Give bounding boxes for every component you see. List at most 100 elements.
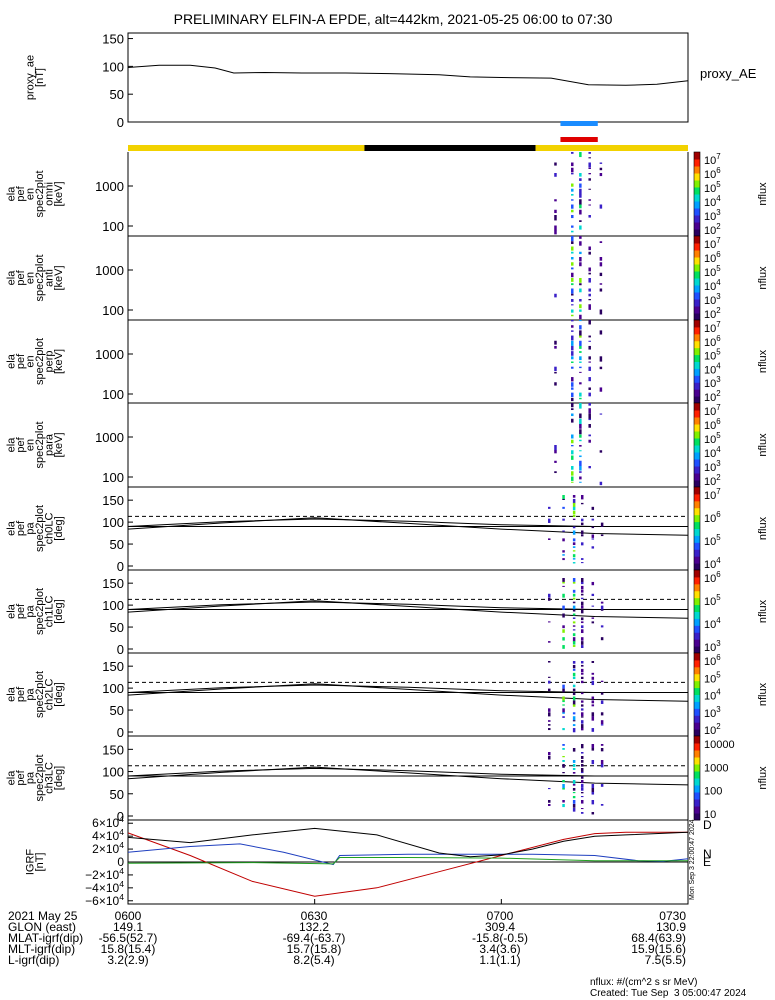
- panel-en_para-pixel: [579, 476, 582, 480]
- panel-en_omni-colorbar-tick: 103: [704, 208, 721, 223]
- panel-en_omni-pixel: [554, 162, 557, 166]
- panel-pa_ch2-pixel: [548, 688, 551, 692]
- panel-en_perp-pixel: [571, 356, 574, 360]
- panel-pa_ch3-pixel: [591, 744, 595, 749]
- panel-pa_ch3-pixel: [562, 744, 565, 746]
- panel-pa_ch2-antilosscone: [127, 684, 688, 693]
- panel-pa_ch1-colorbar-swatch: [694, 576, 700, 585]
- panel-pa_ch1-pixel: [591, 621, 595, 624]
- panel-pa_ch0-colorbar-swatch: [694, 507, 700, 516]
- panel-pa_ch3-pixel: [572, 764, 576, 767]
- panel-en_para-pixel: [579, 460, 582, 467]
- panel-en_para-pixel: [571, 481, 574, 483]
- panel-pa_ch3-colorbar-swatch: [694, 813, 700, 821]
- ephemeris-value: -69.4(-63.7): [282, 931, 346, 945]
- panel-pa_ch2-colorbar-tick: 105: [704, 670, 721, 685]
- panel-en_perp-pixel: [579, 366, 582, 369]
- panel-en_perp-pixel: [579, 330, 582, 336]
- panel-pa_ch0-pixel: [562, 498, 565, 500]
- proxy-ae-frame: [127, 32, 689, 123]
- panel-en_omni-pixel: [579, 199, 582, 205]
- panel-pa_ch2-pixel: [580, 716, 584, 718]
- panel-en_perp-colorbar-tick: 103: [704, 375, 721, 390]
- panel-pa_ch2-pixel: [562, 704, 565, 706]
- panel-pa_ch1-pixel: [600, 601, 604, 604]
- panel-pa_ch1-pixel: [591, 605, 595, 607]
- panel-en_para-pixel: [588, 413, 591, 420]
- proxy-ae-ylabel: proxy_ae[nT]: [24, 55, 46, 100]
- panel-pa_ch3-ylabel-line: pa: [24, 771, 36, 784]
- panel-pa_ch3-colorbar-swatch: [694, 743, 700, 751]
- panel-en_anti-colorbar-tick: 104: [704, 278, 721, 293]
- panel-en_omni-colorbar-swatch: [694, 201, 700, 209]
- panel-pa_ch0-ytick-label: 50: [110, 537, 124, 552]
- panel-pa_ch0-pixel: [591, 546, 595, 549]
- panel-en_perp-pixel: [579, 351, 582, 353]
- panel-en_para-pixel: [579, 471, 582, 473]
- panel-pa_ch2-pixel: [572, 728, 576, 733]
- panel-en_para-colorbar-swatch: [694, 410, 700, 418]
- panel-pa_ch2-pixel: [600, 712, 604, 716]
- panel-pa_ch0-pixel: [572, 542, 576, 546]
- panel-pa_ch1-pixel: [548, 597, 551, 601]
- panel-pa_ch1-colorbar-tick: 105: [704, 593, 721, 608]
- panel-pa_ch1-pixel: [562, 581, 565, 584]
- panel-pa_ch0-pixel: [591, 518, 595, 521]
- panel-en_anti-colorbar-swatch: [694, 250, 700, 258]
- panel-pa_ch3-pixel: [580, 808, 584, 810]
- panel-pa_ch2-pixel: [591, 661, 595, 663]
- panel-pa_ch1-pixel: [572, 589, 576, 593]
- panel-en_para-colorbar-tick: 102: [704, 473, 721, 488]
- panel-en_omni-colorbar-tick: 102: [704, 222, 721, 237]
- panel-en_omni-pixel: [554, 173, 557, 177]
- panel-en_omni-colorbar-tick: 105: [704, 180, 721, 195]
- panel-en_anti-pixel: [588, 299, 591, 301]
- panel-pa_ch2-pixel: [580, 661, 584, 664]
- panel-en_omni-colorbar-tick: 106: [704, 166, 721, 181]
- panel-pa_ch0-pixel: [600, 534, 604, 537]
- panel-pa_ch1-pixel: [591, 593, 595, 597]
- panel-en_para-pixel: [571, 455, 574, 460]
- ephemeris-time: 0730: [659, 909, 686, 923]
- panel-pa_ch0-pixel: [591, 534, 595, 538]
- panel-en_anti-pixel: [571, 288, 574, 294]
- panel-en_omni-colorbar-swatch: [694, 222, 700, 230]
- panel-en_anti-pixel: [599, 283, 603, 285]
- proxy-ae-legend: proxy_AE: [700, 66, 757, 81]
- panel-pa_ch1-pixel: [580, 601, 584, 606]
- panel-en_anti-pixel: [579, 236, 582, 239]
- panel-pa_ch2-pixel: [580, 724, 584, 729]
- panel-en_para-pixel: [579, 424, 582, 429]
- panel-pa_ch3-antilosscone: [127, 767, 688, 777]
- panel-en_anti-pixel: [571, 241, 574, 244]
- panel-pa_ch0-ylabel-line: spec2plot: [34, 505, 46, 552]
- panel-en_para-pixel: [588, 439, 591, 443]
- panel-pa_ch3-pixel: [591, 812, 595, 815]
- panel-en_para-colorbar-tick: 103: [704, 459, 721, 474]
- panel-pa_ch3-losscone: [127, 766, 689, 786]
- panel-pa_ch1-pixel: [580, 637, 584, 641]
- panel-pa_ch0-ylabel-line: ela: [5, 520, 17, 536]
- panel-pa_ch3-pixel: [562, 780, 565, 783]
- footnote-created: Created: Tue Sep 3 05:00:47 2024: [590, 988, 747, 999]
- panel-en_para-pixel: [571, 466, 574, 470]
- panel-pa_ch0-pixel: [572, 538, 576, 542]
- panel-pa_ch1-pixel: [562, 593, 565, 598]
- panel-pa_ch2-colorbar-swatch: [694, 673, 700, 682]
- panel-pa_ch0-pixel: [572, 562, 576, 564]
- ephemeris-row-label: GLON (east): [8, 920, 77, 934]
- panel-en_para-pixel: [579, 429, 582, 435]
- panel-pa_ch3-pixel: [572, 768, 576, 770]
- panel-pa_ch3-ylabel-line: pef: [15, 769, 27, 785]
- panel-pa_ch3-pixel: [572, 780, 576, 784]
- panel-en_anti-pixel: [571, 278, 574, 282]
- panel-pa_ch2-pixel: [591, 672, 595, 675]
- panel-en_omni-pixel: [599, 167, 603, 171]
- panel-pa_ch0-colorbar-tick: 106: [704, 510, 721, 525]
- panel-en_omni-colorbar-swatch: [694, 173, 700, 181]
- status-segment: [128, 145, 365, 151]
- panel-pa_ch1-pixel: [572, 613, 576, 616]
